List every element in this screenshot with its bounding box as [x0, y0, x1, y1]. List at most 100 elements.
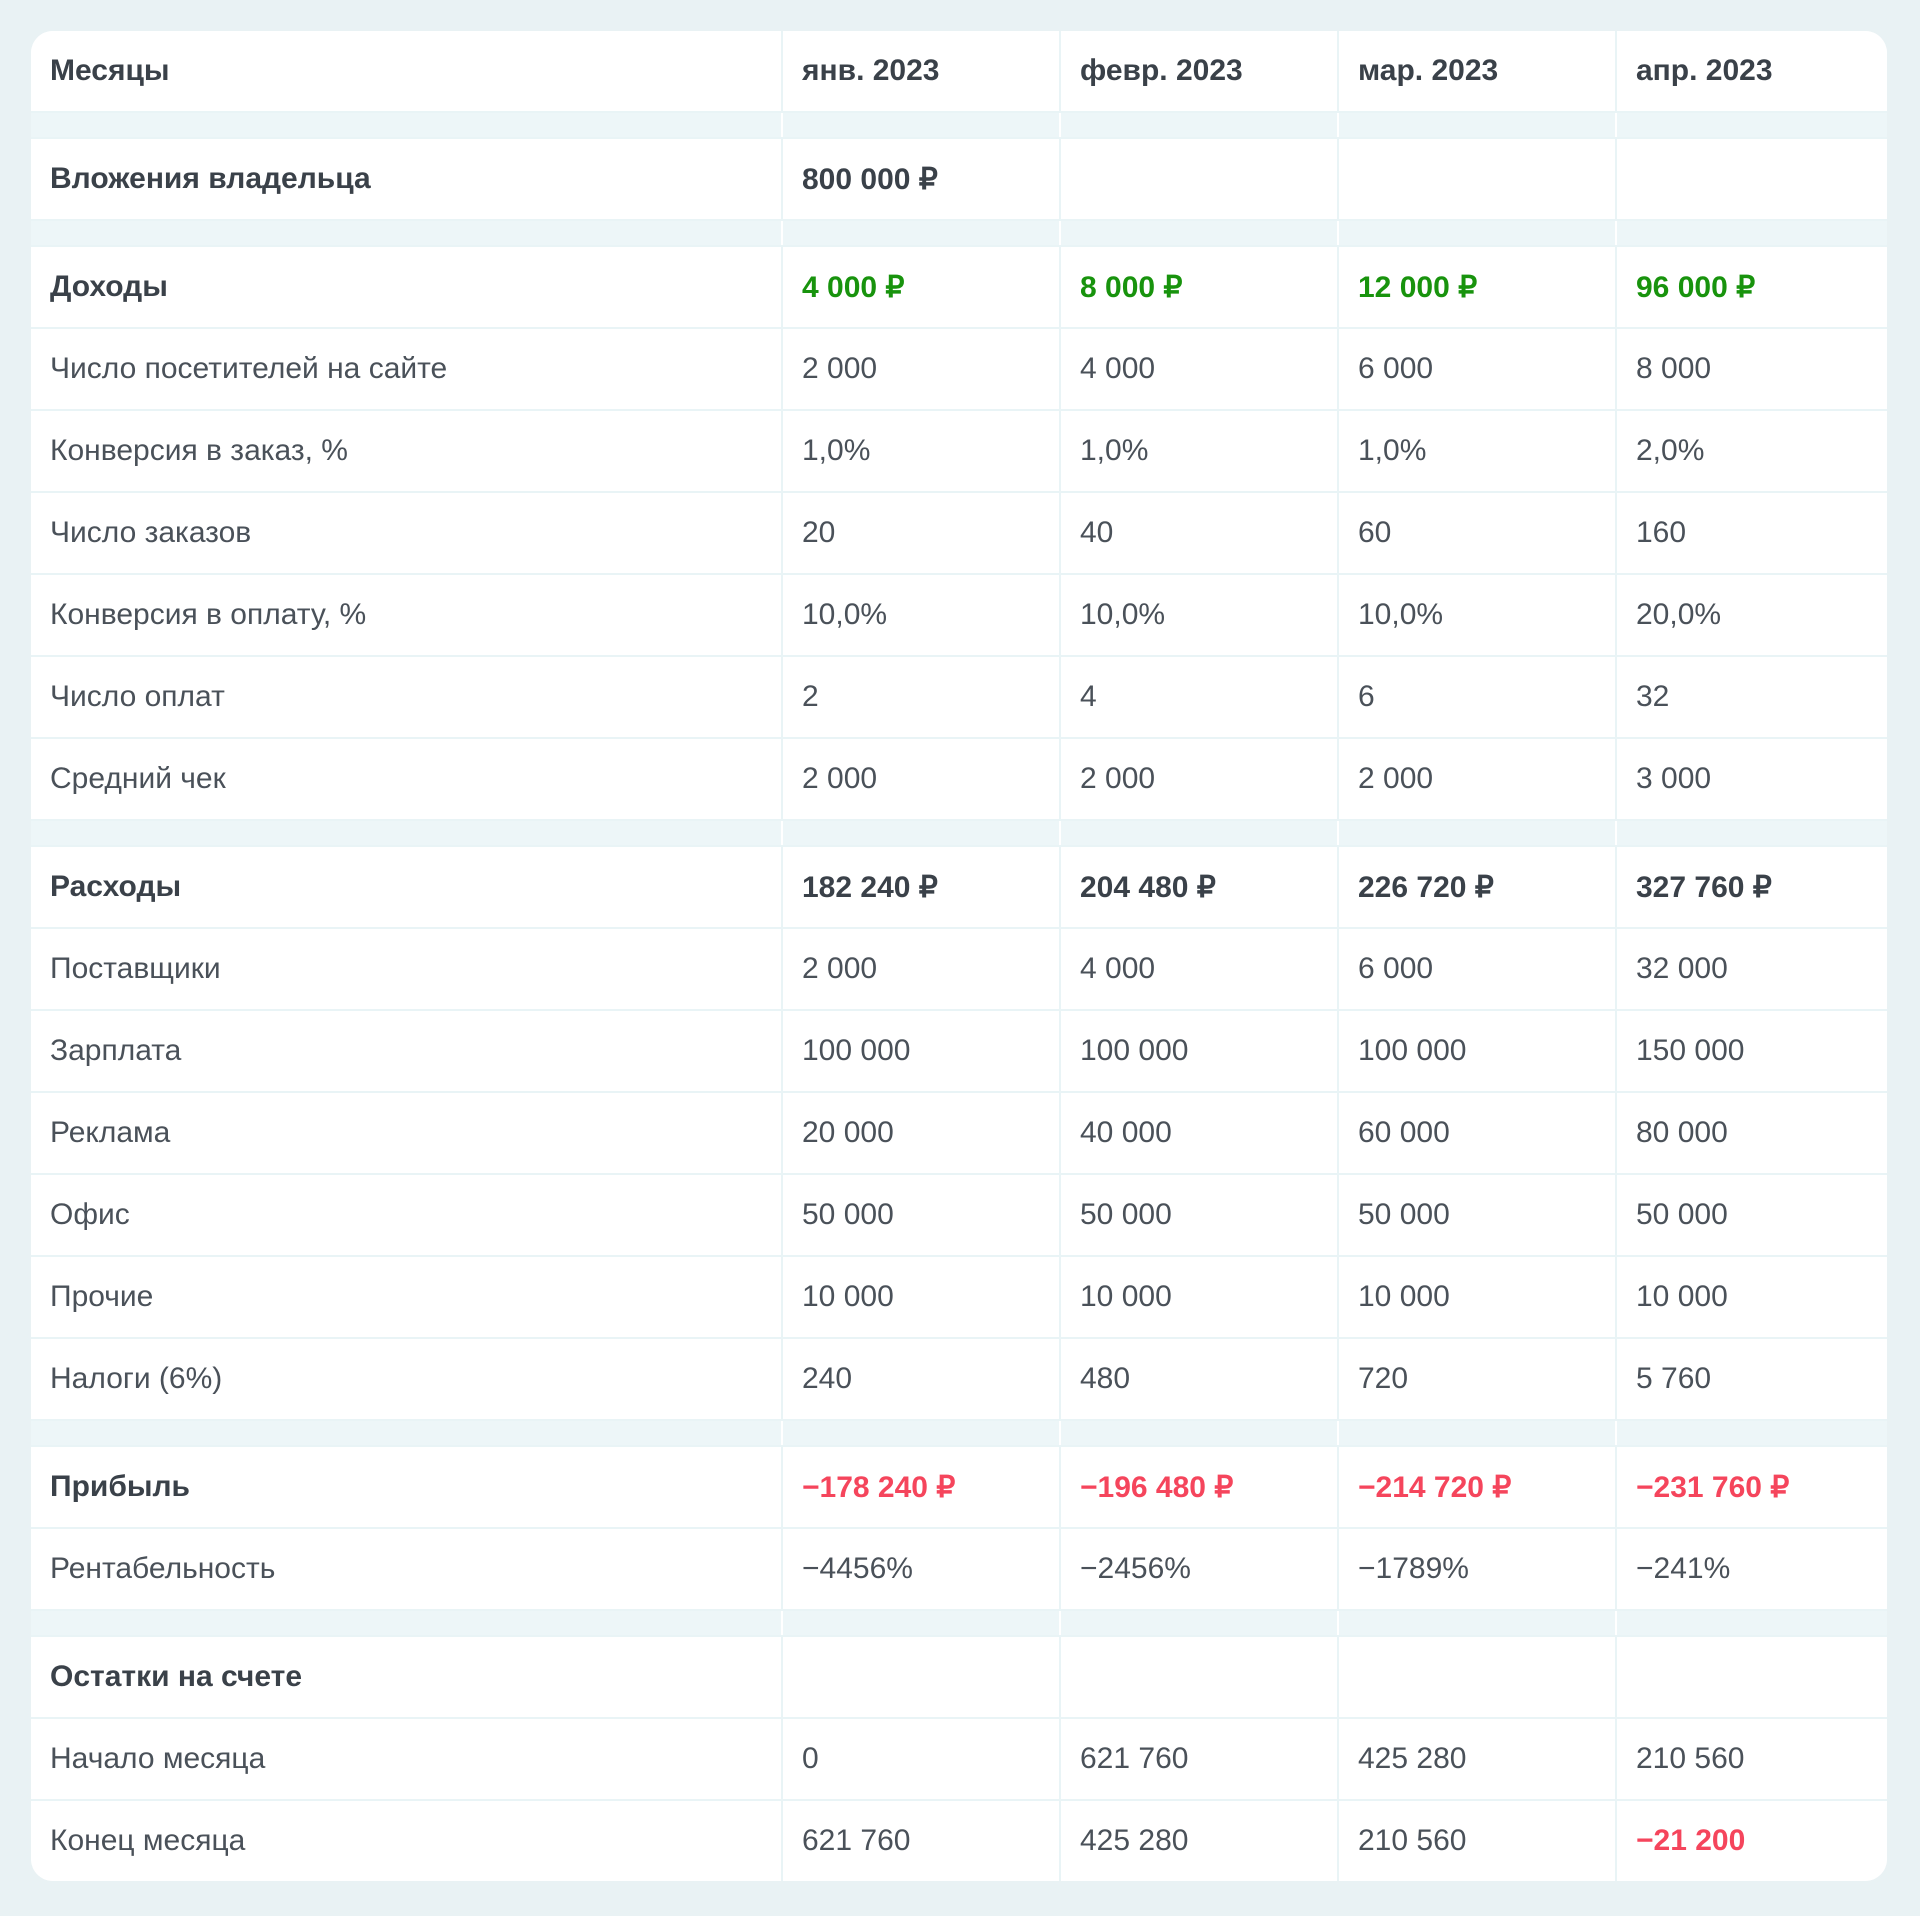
row-label: Поставщики	[31, 928, 783, 1011]
value-cell: 20,0%	[1616, 574, 1887, 657]
value-cell: 96 000 ₽	[1616, 246, 1887, 329]
value-cell: 6 000	[1338, 928, 1617, 1011]
spacer-cell	[1060, 820, 1339, 847]
spacer-cell	[1338, 112, 1617, 139]
table-row: Число заказов 20 40 60 160	[31, 492, 1887, 575]
value-cell: 8 000	[1616, 328, 1887, 411]
finance-table: Месяцы янв. 2023 февр. 2023 мар. 2023 ап…	[31, 31, 1887, 1881]
value-cell: −241%	[1616, 1528, 1887, 1611]
value-cell: 2 000	[782, 328, 1061, 411]
value-cell	[1060, 1636, 1339, 1719]
spacer-row	[31, 112, 1887, 139]
value-cell: −231 760 ₽	[1616, 1446, 1887, 1529]
spacer-cell	[1338, 820, 1617, 847]
value-cell: 480	[1060, 1338, 1339, 1421]
spacer-cell	[31, 1420, 783, 1447]
value-cell: 210 560	[1338, 1800, 1617, 1881]
value-cell: 10 000	[782, 1256, 1061, 1339]
row-label: Рентабельность	[31, 1528, 783, 1611]
table-row: Конверсия в оплату, % 10,0% 10,0% 10,0% 20,0…	[31, 574, 1887, 657]
value-cell: 621 760	[782, 1800, 1061, 1881]
row-label: Доходы	[31, 246, 783, 329]
value-cell: 4 000	[1060, 328, 1339, 411]
value-cell: 150 000	[1616, 1010, 1887, 1093]
row-label: Начало месяца	[31, 1718, 783, 1801]
value-cell: 3 000	[1616, 738, 1887, 821]
value-cell: 8 000 ₽	[1060, 246, 1339, 329]
table-row: Начало месяца 0 621 760 425 280 210 560	[31, 1718, 1887, 1801]
value-cell: −178 240 ₽	[782, 1446, 1061, 1529]
spacer-cell	[1060, 1610, 1339, 1637]
value-cell: 800 000 ₽	[782, 138, 1061, 221]
value-cell: 80 000	[1616, 1092, 1887, 1175]
value-cell: 4	[1060, 656, 1339, 739]
spacer-row	[31, 1420, 1887, 1447]
value-cell	[1616, 138, 1887, 221]
value-cell: 60	[1338, 492, 1617, 575]
value-cell: 6 000	[1338, 328, 1617, 411]
table-row: Офис 50 000 50 000 50 000 50 000	[31, 1174, 1887, 1257]
value-cell: −4456%	[782, 1528, 1061, 1611]
table-row: Расходы 182 240 ₽204 480 ₽226 720 ₽327 76…	[31, 846, 1887, 929]
value-cell: 240	[782, 1338, 1061, 1421]
row-label: Средний чек	[31, 738, 783, 821]
value-cell	[1338, 138, 1617, 221]
row-label: Число оплат	[31, 656, 783, 739]
spacer-cell	[1616, 1610, 1887, 1637]
value-cell: 720	[1338, 1338, 1617, 1421]
table-body: Вложения владельца 800 000 ₽ Доходы 4 000 ₽…	[31, 112, 1887, 1881]
value-cell: 425 280	[1060, 1800, 1339, 1881]
value-cell: 20	[782, 492, 1061, 575]
value-cell	[782, 1636, 1061, 1719]
spacer-cell	[782, 220, 1061, 247]
value-cell: 10,0%	[1060, 574, 1339, 657]
table-row: Конец месяца 621 760 425 280 210 560 −21 200	[31, 1800, 1887, 1881]
spacer-cell	[1616, 820, 1887, 847]
value-cell: 60 000	[1338, 1092, 1617, 1175]
spacer-cell	[1338, 220, 1617, 247]
value-cell: 1,0%	[1338, 410, 1617, 493]
spacer-cell	[31, 112, 783, 139]
spacer-row	[31, 820, 1887, 847]
spacer-cell	[1338, 1610, 1617, 1637]
table-row: Рентабельность −4456% −2456% −1789% −241%	[31, 1528, 1887, 1611]
header-month-apr: апр. 2023	[1616, 31, 1887, 113]
spacer-cell	[782, 1420, 1061, 1447]
table-row: Налоги (6%) 240 480 720 5 760	[31, 1338, 1887, 1421]
table-row: Прибыль −178 240 ₽ −196 480 ₽ −214 720 ₽ −23…	[31, 1446, 1887, 1529]
value-cell: 32	[1616, 656, 1887, 739]
header-month-jan: янв. 2023	[782, 31, 1061, 113]
value-cell: 40	[1060, 492, 1339, 575]
value-cell: −214 720 ₽	[1338, 1446, 1617, 1529]
value-cell: 100 000	[1338, 1010, 1617, 1093]
row-label: Конверсия в заказ, %	[31, 410, 783, 493]
finance-table-card: Месяцы янв. 2023 февр. 2023 мар. 2023 ап…	[31, 31, 1887, 1881]
spacer-cell	[1060, 112, 1339, 139]
value-cell: 50 000	[782, 1174, 1061, 1257]
value-cell: 425 280	[1338, 1718, 1617, 1801]
row-label: Налоги (6%)	[31, 1338, 783, 1421]
header-month-mar: мар. 2023	[1338, 31, 1617, 113]
value-cell: 50 000	[1060, 1174, 1339, 1257]
row-label: Прибыль	[31, 1446, 783, 1529]
row-label: Число заказов	[31, 492, 783, 575]
table-row: Конверсия в заказ, % 1,0% 1,0% 1,0% 2,0%	[31, 410, 1887, 493]
value-cell: 327 760 ₽	[1616, 846, 1887, 929]
header-month-feb: февр. 2023	[1060, 31, 1339, 113]
spacer-cell	[1338, 1420, 1617, 1447]
value-cell: 20 000	[782, 1092, 1061, 1175]
value-cell: 50 000	[1616, 1174, 1887, 1257]
value-cell: 12 000 ₽	[1338, 246, 1617, 329]
row-label: Прочие	[31, 1256, 783, 1339]
value-cell: 1,0%	[782, 410, 1061, 493]
value-cell	[1338, 1636, 1617, 1719]
value-cell: 100 000	[1060, 1010, 1339, 1093]
value-cell: 10 000	[1338, 1256, 1617, 1339]
spacer-cell	[782, 820, 1061, 847]
table-row: Доходы 4 000 ₽8 000 ₽12 000 ₽96 000 ₽	[31, 246, 1887, 329]
value-cell	[1060, 138, 1339, 221]
spacer-cell	[782, 112, 1061, 139]
value-cell: 1,0%	[1060, 410, 1339, 493]
value-cell: −2456%	[1060, 1528, 1339, 1611]
table-row: Прочие 10 000 10 000 10 000 10 000	[31, 1256, 1887, 1339]
